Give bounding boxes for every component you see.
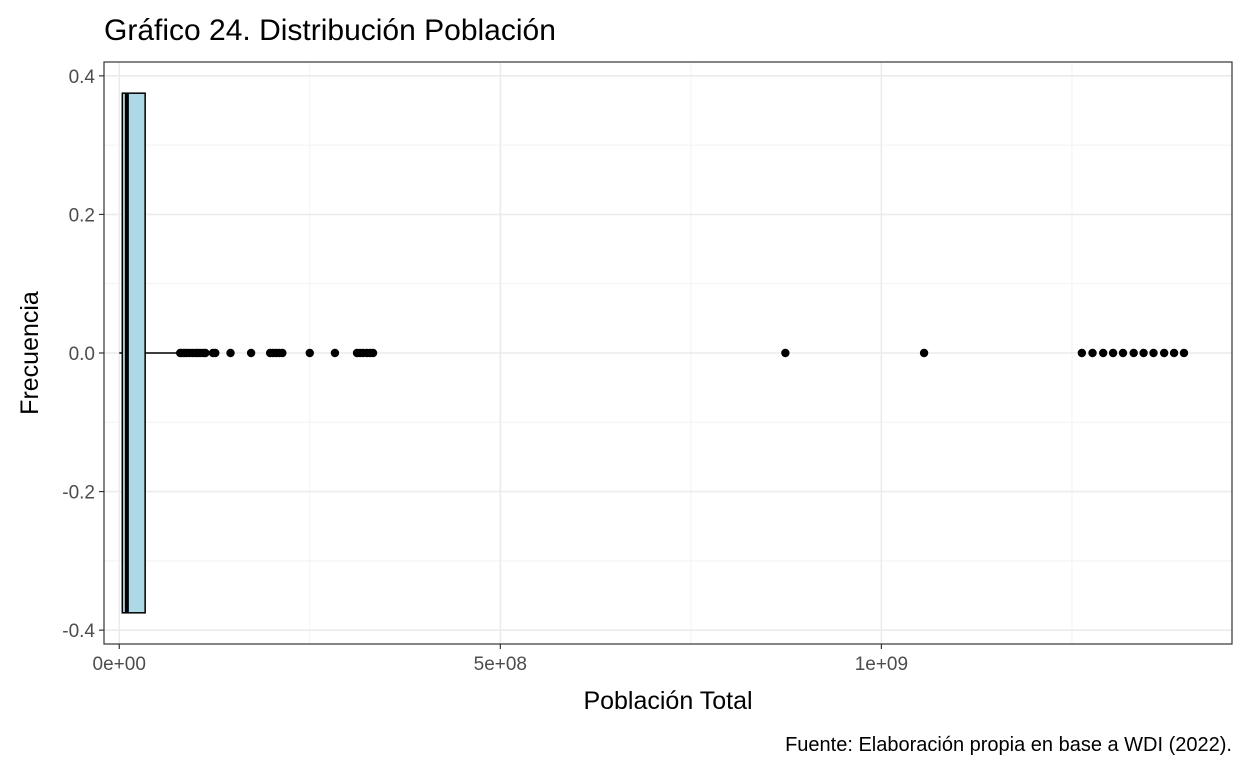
outlier-point: [246, 348, 256, 358]
outlier-point: [1077, 348, 1087, 358]
outlier-point: [1108, 348, 1118, 358]
y-axis-label: Frecuencia: [16, 291, 44, 415]
outlier-point: [226, 348, 235, 358]
outlier-point: [1169, 348, 1179, 358]
outlier-point: [201, 348, 210, 358]
outlier-point: [368, 348, 378, 358]
outlier-point: [330, 348, 340, 358]
outlier-point: [1129, 348, 1138, 358]
x-tick-label: 1e+09: [855, 654, 908, 675]
y-axis-ticks: -0.4 -0.2 0.0 0.2 0.4: [62, 67, 104, 642]
outlier-point: [1098, 348, 1108, 358]
x-axis-label: Población Total: [583, 687, 752, 715]
outlier-points: [176, 348, 1189, 358]
outlier-point: [211, 348, 220, 358]
y-tick-label: 0.4: [69, 67, 96, 88]
outlier-point: [1179, 348, 1189, 358]
outlier-point: [278, 348, 287, 358]
y-tick-label: -0.2: [62, 483, 95, 504]
outlier-point: [1118, 348, 1128, 358]
box-layer: [119, 92, 179, 614]
y-tick-label: 0.2: [69, 205, 95, 226]
y-tick-label: 0.0: [69, 344, 95, 365]
x-tick-label: 0e+00: [93, 654, 146, 675]
outlier-point: [919, 348, 929, 358]
y-tick-label: -0.4: [62, 621, 95, 642]
x-axis-ticks: 0e+00 5e+08 1e+09: [93, 644, 908, 675]
outlier-point: [1088, 348, 1097, 358]
outlier-point: [781, 348, 790, 358]
outlier-point: [1149, 348, 1158, 358]
grid-lines: [104, 62, 1232, 644]
chart-caption: Fuente: Elaboración propia en base a WDI…: [785, 734, 1232, 756]
outlier-point: [305, 348, 314, 358]
outlier-point: [1159, 348, 1169, 358]
x-tick-label: 5e+08: [474, 654, 527, 675]
outlier-point: [1139, 348, 1148, 358]
chart-title: Gráfico 24. Distribución Población: [104, 14, 556, 47]
